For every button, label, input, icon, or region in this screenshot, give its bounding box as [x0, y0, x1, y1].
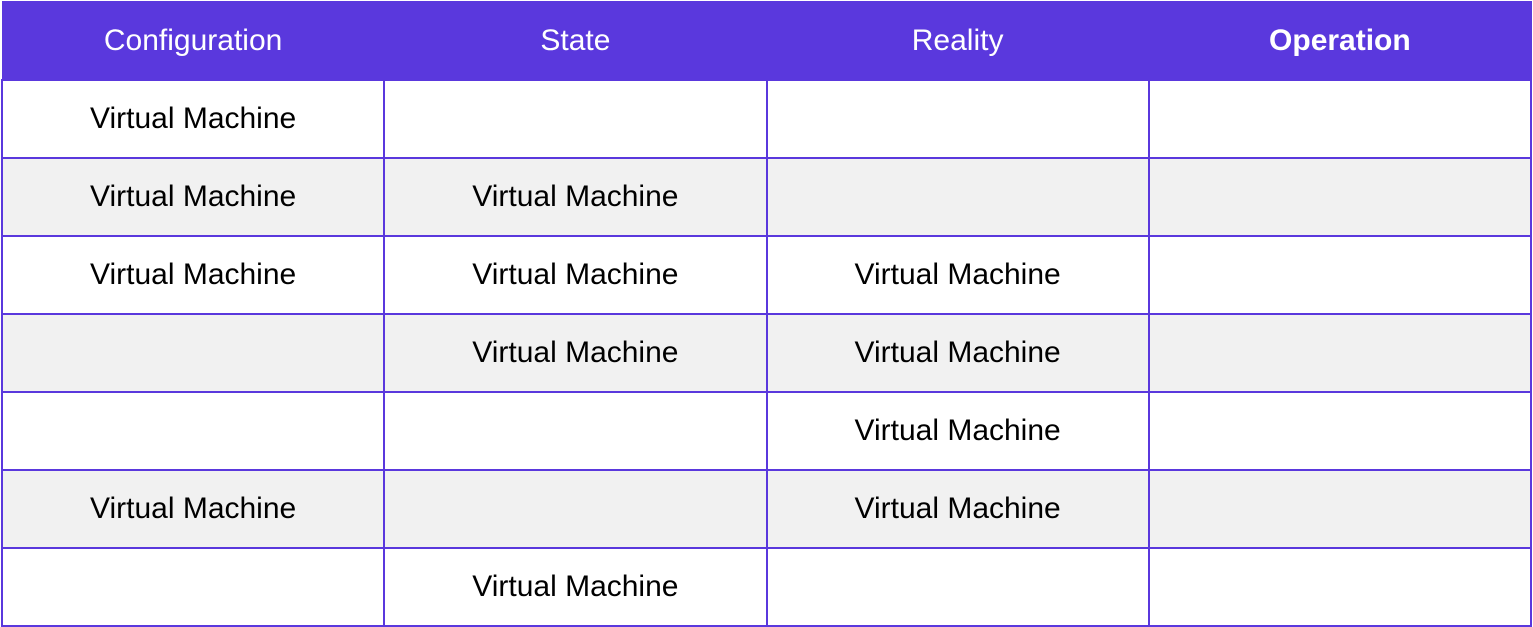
table-cell — [765, 547, 1150, 627]
table-cell — [765, 157, 1150, 237]
table-cell: Virtual Machine — [0, 79, 386, 159]
table-body: Virtual Machine Virtual Machine Virtual … — [0, 79, 1533, 627]
table-cell — [383, 469, 768, 549]
table-cell — [0, 313, 386, 393]
table-cell — [1147, 469, 1533, 549]
table-cell: Virtual Machine — [383, 313, 768, 393]
table-cell: Virtual Machine — [383, 157, 768, 237]
column-header-state: State — [383, 1, 768, 81]
table-cell — [1147, 157, 1533, 237]
column-header-configuration: Configuration — [1, 1, 385, 81]
table-cell: Virtual Machine — [383, 235, 768, 315]
table-cell — [765, 79, 1150, 159]
table-row: Virtual Machine Virtual Machine — [0, 313, 1533, 393]
table-cell: Virtual Machine — [765, 469, 1150, 549]
table-cell — [1147, 391, 1533, 471]
table-row: Virtual Machine Virtual Machine — [0, 157, 1533, 237]
column-header-reality: Reality — [765, 1, 1150, 81]
table-cell: Virtual Machine — [765, 313, 1150, 393]
header-row: Configuration State Reality Operation — [1, 1, 1532, 81]
table-header: Configuration State Reality Operation — [1, 1, 1532, 81]
table-row: Virtual Machine — [0, 391, 1533, 471]
table-cell — [383, 79, 768, 159]
table-cell: Virtual Machine — [383, 547, 768, 627]
table-cell — [1147, 313, 1533, 393]
table-cell: Virtual Machine — [0, 235, 386, 315]
table-cell — [1147, 79, 1533, 159]
table-cell — [383, 391, 768, 471]
column-header-operation: Operation — [1148, 1, 1532, 81]
table-cell: Virtual Machine — [0, 469, 386, 549]
table-cell — [0, 391, 386, 471]
table-cell — [0, 547, 386, 627]
table-row: Virtual Machine Virtual Machine — [0, 469, 1533, 549]
table-cell: Virtual Machine — [765, 391, 1150, 471]
table-cell — [1147, 547, 1533, 627]
table-row: Virtual Machine Virtual Machine Virtual … — [0, 235, 1533, 315]
table-cell: Virtual Machine — [765, 235, 1150, 315]
table-cell: Virtual Machine — [0, 157, 386, 237]
table-cell — [1147, 235, 1533, 315]
table-row: Virtual Machine — [0, 79, 1533, 159]
table-row: Virtual Machine — [0, 547, 1533, 627]
